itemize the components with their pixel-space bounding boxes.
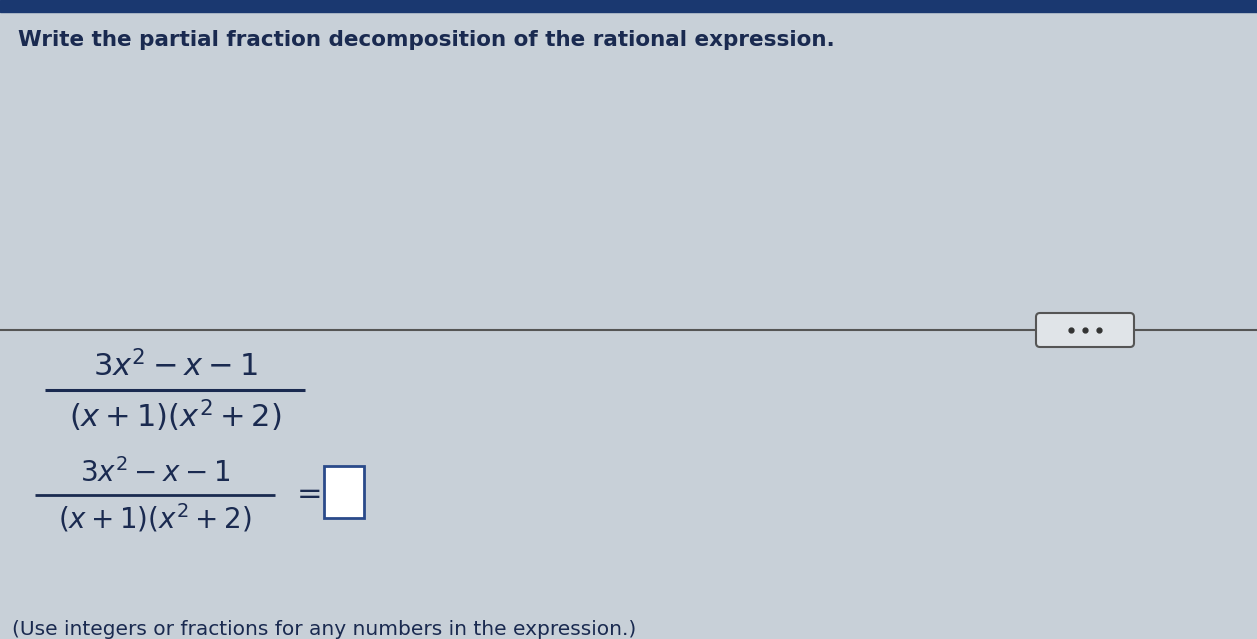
Text: $(x+1)(x^2+2)$: $(x+1)(x^2+2)$ (69, 398, 282, 435)
Bar (0, 0, 1257, 12)
Text: (Use integers or fractions for any numbers in the expression.): (Use integers or fractions for any numbe… (13, 620, 636, 639)
Text: $(x+1)(x^2+2)$: $(x+1)(x^2+2)$ (58, 502, 251, 535)
Text: $3x^2-x-1$: $3x^2-x-1$ (80, 458, 230, 488)
FancyBboxPatch shape (1036, 313, 1134, 347)
Text: $3x^2-x-1$: $3x^2-x-1$ (93, 350, 258, 382)
Text: =: = (297, 481, 323, 509)
FancyBboxPatch shape (324, 466, 365, 518)
Text: Write the partial fraction decomposition of the rational expression.: Write the partial fraction decomposition… (18, 30, 835, 50)
